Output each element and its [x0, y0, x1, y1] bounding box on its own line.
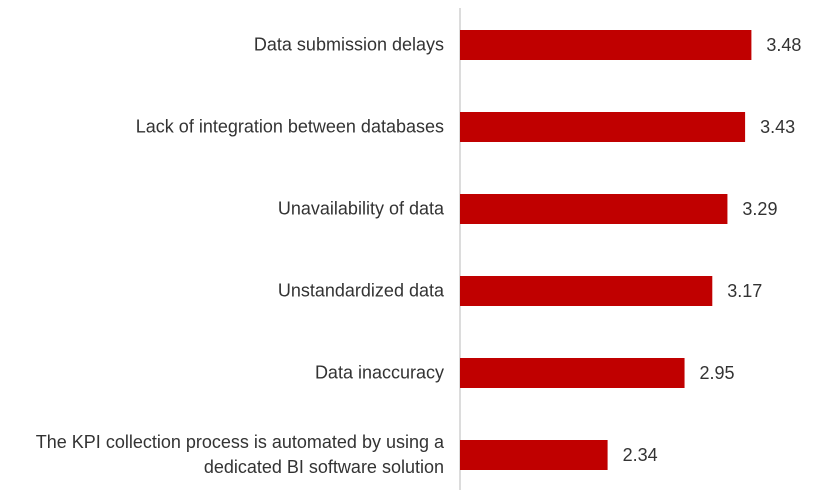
data-label: 3.48 — [766, 35, 801, 55]
bar — [460, 276, 713, 306]
category-label: Unavailability of data — [277, 198, 444, 219]
category-label: Data submission delays — [253, 34, 444, 55]
category-label: Lack of integration between databases — [135, 116, 444, 137]
data-label: 2.95 — [700, 363, 735, 383]
bar — [460, 440, 608, 470]
bar — [460, 30, 752, 60]
category-label: Unstandardized data — [277, 280, 444, 301]
data-label: 3.43 — [760, 117, 795, 137]
category-label: The KPI collection process is automated … — [35, 432, 444, 477]
bar — [460, 194, 728, 224]
data-label: 3.29 — [742, 199, 777, 219]
data-label: 2.34 — [623, 445, 658, 465]
category-label: Data inaccuracy — [314, 362, 444, 383]
bar — [460, 358, 685, 388]
bar — [460, 112, 746, 142]
data-label: 3.17 — [727, 281, 762, 301]
